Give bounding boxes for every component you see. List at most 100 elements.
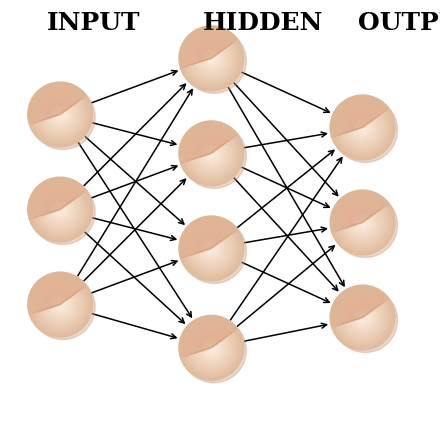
Circle shape [200,238,222,259]
Polygon shape [202,144,219,156]
Circle shape [38,283,82,327]
Circle shape [184,221,238,276]
Circle shape [180,316,243,379]
Circle shape [182,318,246,383]
Circle shape [356,216,369,229]
Circle shape [179,315,244,380]
Polygon shape [202,239,219,251]
Circle shape [187,225,235,273]
Circle shape [345,299,381,336]
Circle shape [358,218,367,227]
Circle shape [28,177,92,242]
Circle shape [210,152,213,155]
Circle shape [207,244,216,253]
Circle shape [342,202,383,243]
Polygon shape [179,216,238,258]
Circle shape [196,333,226,362]
Circle shape [338,198,387,247]
Circle shape [193,329,230,366]
Circle shape [30,179,91,240]
Circle shape [40,189,80,230]
Circle shape [331,286,394,349]
Circle shape [193,40,230,77]
Polygon shape [343,108,378,133]
Circle shape [46,195,74,224]
Circle shape [29,273,92,336]
Circle shape [336,196,389,249]
Polygon shape [182,124,235,162]
Circle shape [209,246,214,251]
Circle shape [59,304,61,305]
Circle shape [200,336,223,359]
Circle shape [198,335,224,361]
Circle shape [333,288,398,353]
Circle shape [50,104,70,125]
Circle shape [181,218,242,279]
Circle shape [331,286,394,349]
Circle shape [205,52,218,65]
Circle shape [208,55,215,62]
Polygon shape [189,131,230,160]
Circle shape [196,138,227,169]
Circle shape [197,139,226,168]
Circle shape [339,294,386,341]
Circle shape [183,31,239,86]
Circle shape [52,201,69,218]
Circle shape [359,219,366,226]
Circle shape [356,311,369,324]
Polygon shape [185,127,232,162]
Circle shape [194,136,229,171]
Circle shape [348,303,377,332]
Polygon shape [184,320,234,356]
Circle shape [183,220,240,277]
Circle shape [204,51,219,66]
Circle shape [198,45,224,71]
Circle shape [191,229,231,268]
Circle shape [182,29,241,88]
Circle shape [205,243,217,254]
Circle shape [50,294,70,315]
Circle shape [49,104,71,126]
Circle shape [40,95,80,135]
Polygon shape [200,237,220,252]
Polygon shape [194,136,226,159]
Circle shape [51,200,70,219]
Polygon shape [44,194,73,215]
Circle shape [202,339,220,357]
Circle shape [204,146,219,161]
Polygon shape [185,32,232,67]
Circle shape [339,199,386,246]
Circle shape [29,273,91,336]
Circle shape [347,207,378,238]
Circle shape [180,317,242,379]
Circle shape [333,98,392,157]
Polygon shape [191,327,228,354]
Circle shape [190,327,233,369]
Circle shape [208,150,215,157]
Polygon shape [184,31,234,67]
Circle shape [186,223,237,274]
Circle shape [355,310,370,325]
Polygon shape [36,185,80,217]
Circle shape [54,204,66,215]
Circle shape [31,86,89,144]
Circle shape [352,212,373,233]
Polygon shape [343,203,378,229]
Circle shape [342,297,383,338]
Circle shape [180,27,242,89]
Circle shape [186,33,237,84]
Circle shape [182,29,241,88]
Circle shape [346,206,379,238]
Circle shape [211,57,212,59]
Circle shape [354,309,371,326]
Circle shape [204,340,219,355]
Circle shape [28,82,92,147]
Circle shape [345,300,380,335]
Circle shape [194,41,228,75]
Circle shape [43,98,77,131]
Polygon shape [330,285,389,327]
Circle shape [349,304,376,331]
Circle shape [335,100,390,155]
Polygon shape [41,95,76,121]
Circle shape [361,316,364,319]
